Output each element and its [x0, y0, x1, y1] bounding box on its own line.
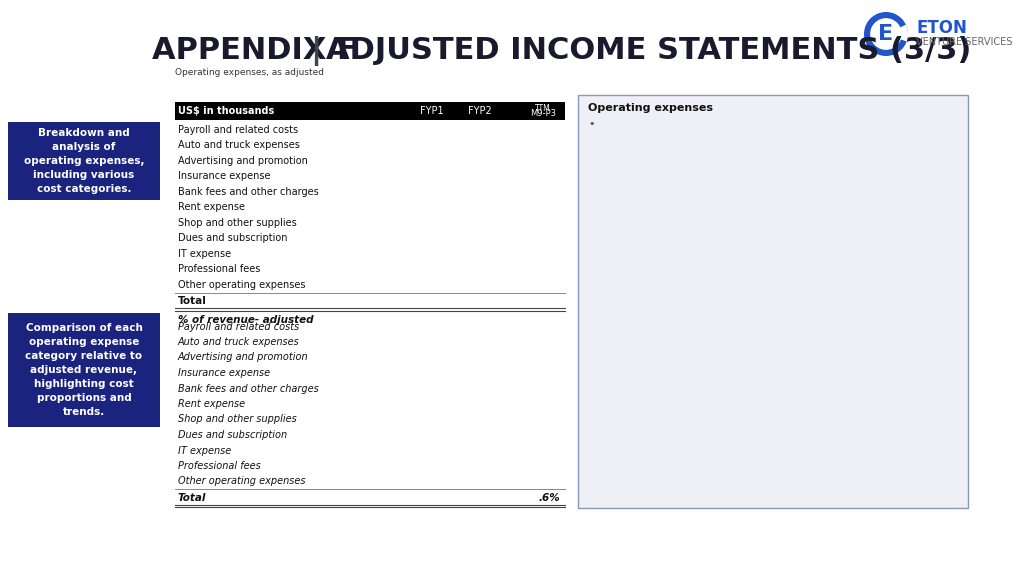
Text: Auto and truck expenses: Auto and truck expenses	[178, 140, 300, 150]
Text: Insurance expense: Insurance expense	[178, 171, 270, 181]
Bar	[8, 313, 160, 427]
Text: |: |	[310, 36, 322, 66]
Text: Total: Total	[178, 493, 207, 503]
Text: Advertising and promotion: Advertising and promotion	[178, 156, 308, 166]
Text: Total: Total	[178, 296, 207, 306]
Text: FYP2: FYP2	[468, 106, 492, 116]
Text: APPENDIX F: APPENDIX F	[152, 36, 357, 65]
Text: .6%: .6%	[539, 493, 560, 503]
Text: Payroll and related costs: Payroll and related costs	[178, 125, 298, 135]
Text: % of revenue- adjusted: % of revenue- adjusted	[178, 315, 313, 325]
Text: Bank fees and other charges: Bank fees and other charges	[178, 187, 318, 197]
Bar	[578, 95, 968, 508]
Text: Dues and subscription: Dues and subscription	[178, 430, 287, 440]
Bar	[8, 122, 160, 199]
Text: Other operating expenses: Other operating expenses	[178, 476, 305, 487]
Text: •: •	[588, 119, 595, 129]
Text: FYP1: FYP1	[420, 106, 443, 116]
Text: Shop and other supplies: Shop and other supplies	[178, 218, 297, 228]
Text: Professional fees: Professional fees	[178, 461, 261, 471]
Text: ETON: ETON	[916, 19, 967, 37]
Text: Professional fees: Professional fees	[178, 264, 260, 274]
Bar	[175, 102, 565, 120]
Polygon shape	[900, 25, 908, 41]
Text: Rent expense: Rent expense	[178, 202, 245, 212]
Text: IT expense: IT expense	[178, 249, 231, 259]
Text: Insurance expense: Insurance expense	[178, 368, 270, 378]
Text: Dues and subscription: Dues and subscription	[178, 233, 288, 243]
Text: TTM: TTM	[536, 104, 551, 113]
Text: VENTURE SERVICES: VENTURE SERVICES	[916, 37, 1013, 47]
Text: Rent expense: Rent expense	[178, 399, 245, 409]
Text: Auto and truck expenses: Auto and truck expenses	[178, 337, 300, 347]
Text: ADJUSTED INCOME STATEMENTS (3/3): ADJUSTED INCOME STATEMENTS (3/3)	[326, 36, 972, 65]
Text: US$ in thousands: US$ in thousands	[178, 106, 274, 116]
Text: IT expense: IT expense	[178, 445, 231, 456]
Text: Payroll and related costs: Payroll and related costs	[178, 321, 299, 332]
Text: Bank fees and other charges: Bank fees and other charges	[178, 384, 318, 393]
Text: M9-P3: M9-P3	[530, 108, 556, 118]
Text: Comparison of each
operating expense
category relative to
adjusted revenue,
high: Comparison of each operating expense cat…	[26, 323, 142, 417]
Text: Advertising and promotion: Advertising and promotion	[178, 353, 308, 362]
Text: Operating expenses: Operating expenses	[588, 103, 713, 113]
Text: E: E	[879, 24, 894, 44]
Text: Operating expenses, as adjusted: Operating expenses, as adjusted	[175, 68, 324, 77]
Text: Breakdown and
analysis of
operating expenses,
including various
cost categories.: Breakdown and analysis of operating expe…	[24, 128, 144, 194]
Text: Shop and other supplies: Shop and other supplies	[178, 415, 297, 425]
Text: Other operating expenses: Other operating expenses	[178, 280, 305, 290]
